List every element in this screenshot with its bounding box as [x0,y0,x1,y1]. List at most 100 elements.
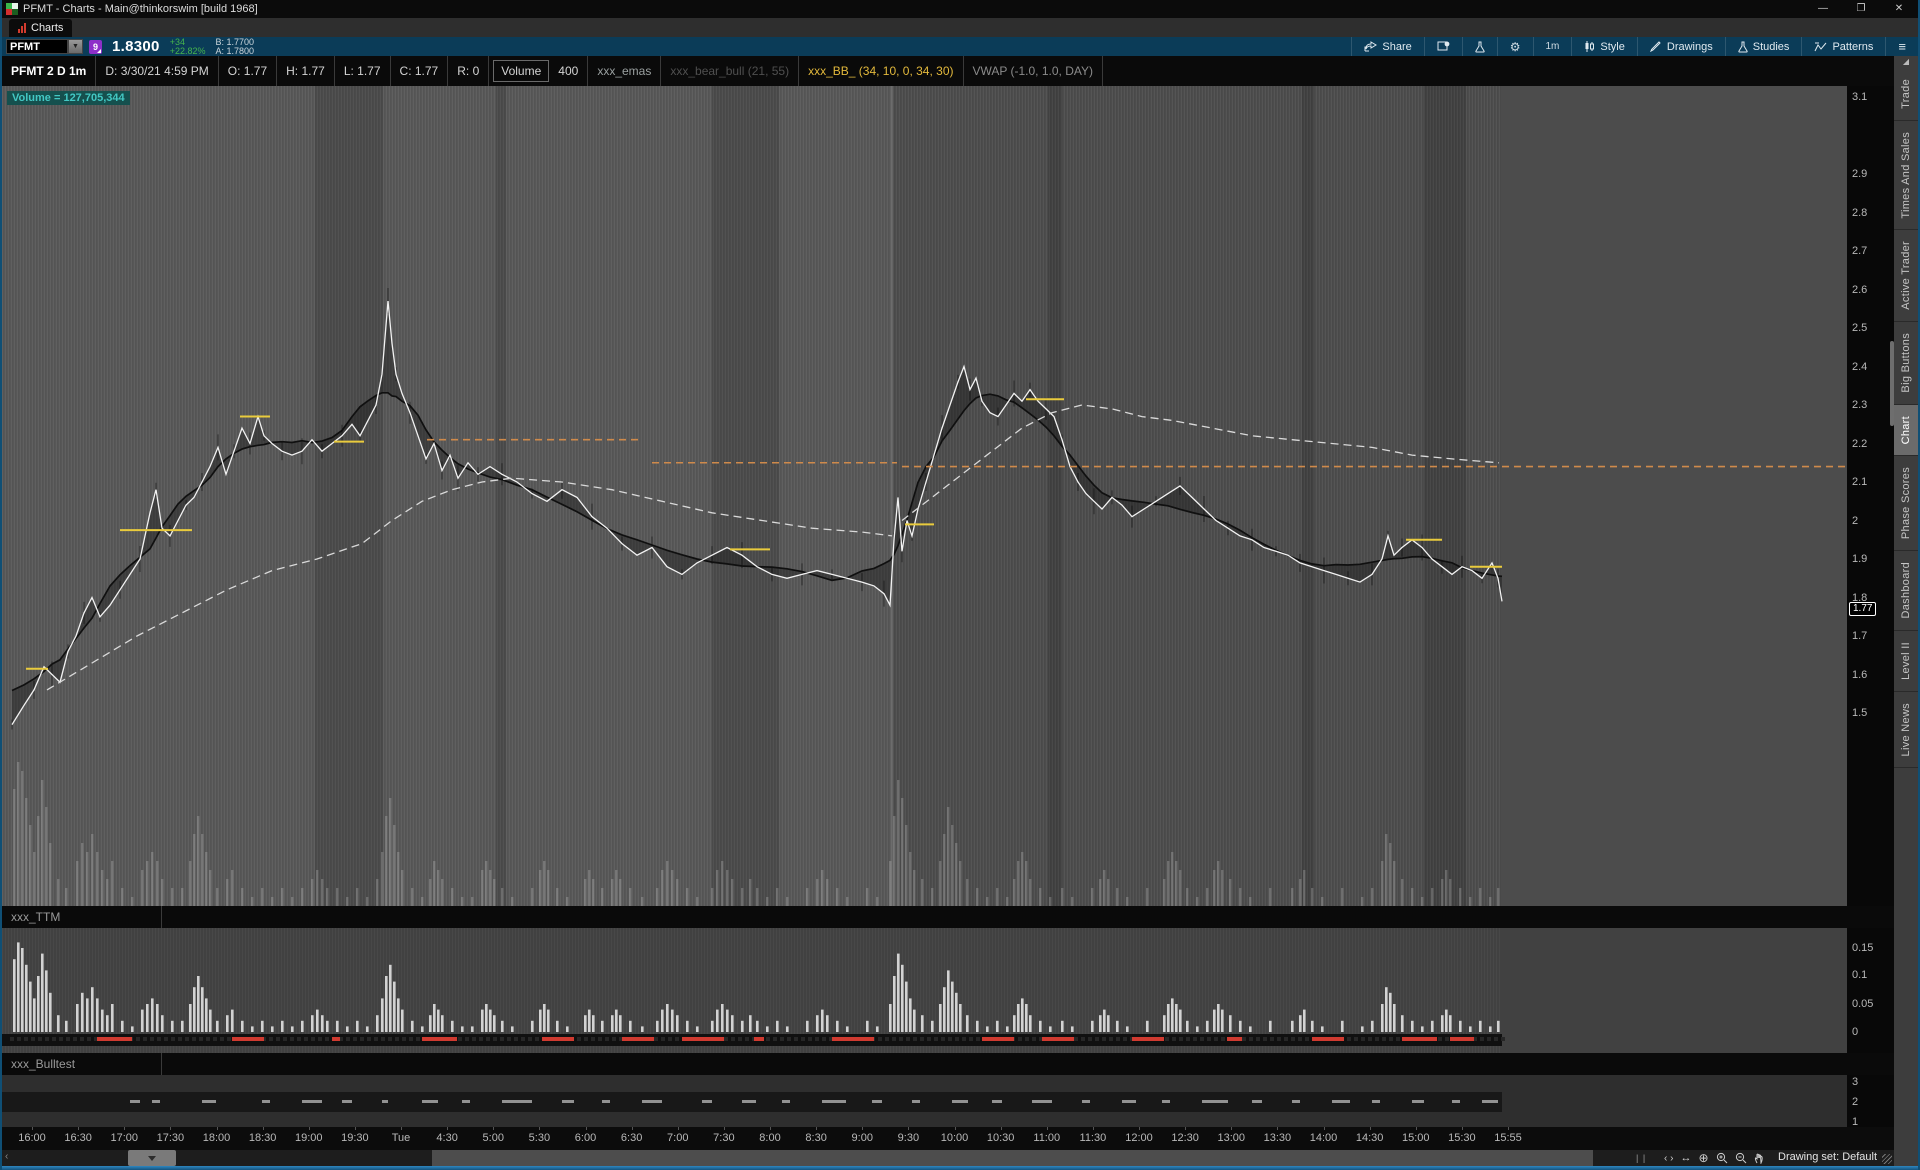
dashed-average-line [901,404,1500,522]
fit-width-icon[interactable]: ↔ [1680,1152,1692,1164]
link-group-badge[interactable]: 9 [89,39,102,54]
share-button[interactable]: Share [1351,37,1423,56]
price-axis-label: 1.8 [1852,591,1868,604]
chart-header-cell: O: 1.77 [219,56,278,86]
scrollbar-thumb[interactable] [432,1150,1593,1166]
sidebar-tab-big-buttons[interactable]: Big Buttons [1894,322,1918,405]
style-button[interactable]: Style [1571,37,1636,56]
chart-scrollbar: ‹ | | ‹ › ↔ ⊕ Drawing set: Default [2,1150,1894,1166]
price-change: +34 [169,36,185,47]
chart-header-cell: 400 [549,56,589,86]
symbol-input[interactable] [6,39,68,54]
minute-bar-texture [2,86,1502,906]
time-axis-label: 4:30 [436,1132,458,1144]
ttm-axis-label: 0 [1852,1026,1859,1038]
sidebar-tab-level-ii[interactable]: Level II [1894,631,1918,692]
time-axis-tick [1369,1127,1371,1130]
price-axis[interactable]: 3.1 2.9 2.8 2.7 2.6 2.5 2.4 2.3 2.2 2.1 2 1.9 1.8 1.7… [1847,86,1894,906]
studies-button[interactable]: Studies [1724,37,1802,56]
settings-button[interactable]: ⚙ [1496,37,1533,56]
time-axis-label: 8:30 [805,1132,827,1144]
study-toggle[interactable]: xxx_BB_ (34, 10, 0, 34, 30) [799,56,964,86]
crosshair-icon[interactable]: ⊕ [1698,1151,1709,1165]
time-axis-tick [631,1127,633,1130]
time-axis-tick [723,1127,725,1130]
bulltest-axis-label: 2 [1852,1096,1859,1108]
price-axis-scrollbar[interactable] [1890,341,1894,426]
bulltest-dash [1292,1100,1300,1103]
analyze-button[interactable] [1461,37,1497,56]
chart-menu-button[interactable]: ≡ [1885,37,1918,56]
sidebar-tab-times-and-sales[interactable]: Times And Sales [1894,121,1918,231]
study-toggle[interactable]: xxx_emas [588,56,662,86]
ttm-panel[interactable]: 0.15 0.1 0.05 0 [2,928,1894,1053]
study-toggle[interactable]: xxx_bear_bull (21, 55) [661,56,800,86]
bulltest-dash [602,1100,610,1103]
studies-flask-icon [1738,41,1748,52]
session-background [892,86,1847,906]
scrollbar-handle[interactable] [128,1150,176,1166]
bid-value: B: 1.7700 [215,36,254,47]
price-axis-label: 2 [1852,514,1859,527]
resize-grip[interactable] [1882,1154,1892,1164]
squeeze-on-marker [982,1037,1014,1041]
drawing-set-status[interactable]: Drawing set: Default [1778,1151,1878,1163]
detach-window-button[interactable] [1423,37,1462,56]
time-axis-tick [954,1127,956,1130]
squeeze-on-marker [332,1037,340,1041]
bulltest-dash [822,1100,846,1103]
squeeze-on-marker [232,1037,264,1041]
sidebar-tab-active-trader[interactable]: Active Trader [1894,230,1918,323]
tab-charts[interactable]: Charts [9,19,73,37]
zoom-in-icon[interactable] [1716,1152,1728,1164]
price-change-percent: +22.82% [169,45,206,56]
drawings-button[interactable]: Drawings [1636,37,1725,56]
minimize-button[interactable]: — [1818,3,1828,14]
sidebar-tab-dashboard[interactable]: Dashboard [1894,551,1918,631]
bulltest-dash [992,1100,1002,1103]
ttm-study-label[interactable]: xxx_TTM [2,906,162,928]
bulltest-axis-label: 1 [1852,1116,1859,1128]
bulltest-dash [262,1100,270,1103]
zoom-out-icon[interactable] [1735,1152,1747,1164]
scroll-left-icon[interactable]: ‹ [5,1151,9,1162]
price-line [11,301,1503,725]
patterns-button[interactable]: Patterns [1801,37,1885,56]
study-toggle[interactable]: VWAP (-1.0, 1.0, DAY) [964,56,1103,86]
time-axis[interactable]: 16:00 16:30 17:00 17:30 18:00 18:30 19:00 19:30… [2,1127,1894,1150]
sidebar-tab-live-news[interactable]: Live News [1894,692,1918,769]
squeeze-on-marker [1227,1037,1242,1041]
maximize-button[interactable]: ❐ [1856,3,1866,14]
price-axis-label: 1.5 [1852,707,1868,719]
symbol-dropdown-button[interactable]: ▼ [68,39,83,54]
sidebar-tab-label: Dashboard [1900,562,1912,619]
time-axis-tick [1508,1127,1509,1130]
squeeze-on-marker [1132,1037,1164,1041]
hand-tool-icon[interactable] [1754,1152,1765,1164]
sidebar-tab-chart[interactable]: Chart [1894,404,1918,457]
bulltest-dash [342,1100,352,1103]
sidebar-tab-label: Live News [1900,702,1912,757]
scroll-marks: | | [1636,1153,1647,1163]
bulltest-study-label[interactable]: xxx_Bulltest [2,1053,162,1075]
sidebar-tab-label: Level II [1900,641,1912,680]
sidebar-tab-phase-scores[interactable]: Phase Scores [1894,456,1918,552]
time-axis-label: 19:00 [294,1132,323,1144]
close-button[interactable]: ✕ [1894,3,1904,14]
squeeze-on-marker [422,1037,457,1041]
sidebar-tab-trade[interactable]: Trade [1894,68,1918,121]
bulltest-panel[interactable]: 3 2 1 [2,1075,1894,1128]
time-axis-label: 18:00 [202,1132,231,1144]
bulltest-dash [912,1100,920,1103]
time-axis-tick [1277,1127,1279,1130]
main-chart[interactable]: Volume = 127,705,344 3.1 2.9 2.8 2.7 2.6 2.5 2… [2,86,1894,906]
sidebar-collapse-icon[interactable]: ◢ [1902,57,1910,66]
pan-arrows-icon[interactable]: ‹ › [1664,1152,1674,1164]
time-axis-tick [1415,1127,1417,1130]
time-axis-tick [677,1127,679,1130]
time-axis-tick [401,1127,402,1130]
price-axis-label: 2.5 [1852,322,1868,334]
squeeze-on-marker [542,1037,574,1041]
time-axis-label: 17:30 [156,1132,185,1144]
timeframe-button[interactable]: 1m [1532,37,1572,56]
